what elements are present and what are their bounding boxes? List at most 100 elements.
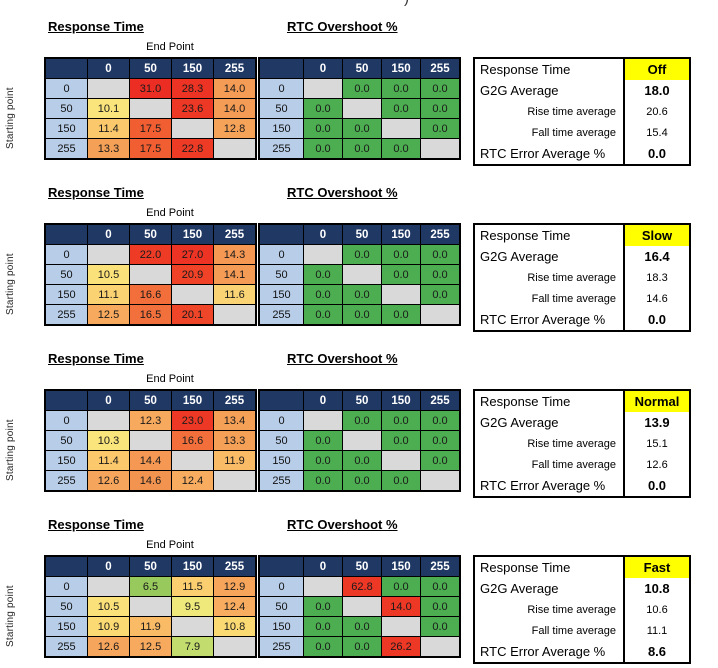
- rt-cell[interactable]: [87, 244, 130, 265]
- rtc-cell[interactable]: [420, 138, 461, 160]
- summary-value[interactable]: 13.9: [623, 412, 690, 433]
- rtc-cell[interactable]: [303, 576, 343, 597]
- rt-cell[interactable]: 14.0: [213, 78, 257, 99]
- rtc-cell[interactable]: 0.0: [420, 450, 461, 471]
- summary-value[interactable]: 0.0: [623, 475, 690, 497]
- rt-cell[interactable]: 20.1: [171, 304, 214, 326]
- rtc-cell[interactable]: [381, 284, 421, 305]
- rtc-cell[interactable]: 0.0: [420, 264, 461, 285]
- rtc-cell[interactable]: 0.0: [303, 98, 343, 119]
- rt-cell[interactable]: 16.6: [171, 430, 214, 451]
- rtc-cell[interactable]: 0.0: [303, 304, 343, 326]
- rt-cell[interactable]: 11.6: [213, 284, 257, 305]
- rt-cell[interactable]: 22.8: [171, 138, 214, 160]
- rtc-cell[interactable]: 0.0: [303, 450, 343, 471]
- rtc-cell[interactable]: 0.0: [303, 430, 343, 451]
- rt-cell[interactable]: 10.1: [87, 98, 130, 119]
- summary-value[interactable]: 20.6: [623, 101, 690, 122]
- rtc-cell[interactable]: 0.0: [342, 616, 382, 637]
- rtc-cell[interactable]: [381, 616, 421, 637]
- summary-value[interactable]: 18.3: [623, 267, 690, 288]
- rtc-cell[interactable]: [342, 98, 382, 119]
- rtc-cell[interactable]: 0.0: [420, 410, 461, 431]
- rt-cell[interactable]: 23.0: [171, 410, 214, 431]
- rt-cell[interactable]: [129, 98, 172, 119]
- rtc-cell[interactable]: 0.0: [342, 244, 382, 265]
- rtc-cell[interactable]: [381, 118, 421, 139]
- rtc-cell[interactable]: 0.0: [420, 576, 461, 597]
- rt-cell[interactable]: 23.6: [171, 98, 214, 119]
- rt-cell[interactable]: 6.5: [129, 576, 172, 597]
- rtc-cell[interactable]: 0.0: [303, 596, 343, 617]
- rtc-cell[interactable]: [303, 244, 343, 265]
- rtc-cell[interactable]: 0.0: [381, 264, 421, 285]
- rtc-cell[interactable]: 0.0: [420, 118, 461, 139]
- rt-cell[interactable]: 12.6: [87, 636, 130, 658]
- rtc-cell[interactable]: [303, 410, 343, 431]
- rt-cell[interactable]: 11.5: [171, 576, 214, 597]
- summary-value[interactable]: 10.8: [623, 578, 690, 599]
- rt-cell[interactable]: 14.1: [213, 264, 257, 285]
- rt-cell[interactable]: 12.6: [87, 470, 130, 492]
- rt-cell[interactable]: 14.3: [213, 244, 257, 265]
- rt-cell[interactable]: 16.5: [129, 304, 172, 326]
- rtc-cell[interactable]: 0.0: [420, 596, 461, 617]
- rtc-cell[interactable]: 0.0: [381, 304, 421, 326]
- mode-badge[interactable]: Normal: [623, 390, 690, 412]
- rtc-cell[interactable]: 0.0: [381, 430, 421, 451]
- rtc-cell[interactable]: 0.0: [342, 118, 382, 139]
- rt-cell[interactable]: 20.9: [171, 264, 214, 285]
- rt-cell[interactable]: 11.9: [213, 450, 257, 471]
- rtc-cell[interactable]: 0.0: [420, 616, 461, 637]
- rtc-cell[interactable]: 0.0: [342, 78, 382, 99]
- rt-cell[interactable]: 12.3: [129, 410, 172, 431]
- rtc-cell[interactable]: 0.0: [342, 470, 382, 492]
- rtc-cell[interactable]: [342, 430, 382, 451]
- rt-cell[interactable]: [129, 596, 172, 617]
- rtc-cell[interactable]: 0.0: [420, 284, 461, 305]
- rt-cell[interactable]: [213, 304, 257, 326]
- rt-cell[interactable]: 17.5: [129, 118, 172, 139]
- rtc-cell[interactable]: 0.0: [342, 410, 382, 431]
- rtc-cell[interactable]: 0.0: [342, 636, 382, 658]
- rtc-cell[interactable]: 0.0: [381, 410, 421, 431]
- rtc-cell[interactable]: [420, 470, 461, 492]
- rtc-cell[interactable]: 0.0: [303, 264, 343, 285]
- rt-cell[interactable]: 22.0: [129, 244, 172, 265]
- rtc-cell[interactable]: 0.0: [303, 636, 343, 658]
- summary-value[interactable]: 8.6: [623, 641, 690, 663]
- rt-cell[interactable]: 11.9: [129, 616, 172, 637]
- rt-cell[interactable]: 14.0: [213, 98, 257, 119]
- rt-cell[interactable]: [129, 430, 172, 451]
- rt-cell[interactable]: 13.3: [87, 138, 130, 160]
- rt-cell[interactable]: 10.9: [87, 616, 130, 637]
- mode-badge[interactable]: Fast: [623, 556, 690, 578]
- rt-cell[interactable]: [129, 264, 172, 285]
- rtc-cell[interactable]: 62.8: [342, 576, 382, 597]
- mode-badge[interactable]: Off: [623, 58, 690, 80]
- rtc-cell[interactable]: [381, 450, 421, 471]
- rtc-cell[interactable]: 0.0: [381, 138, 421, 160]
- rt-cell[interactable]: 14.6: [129, 470, 172, 492]
- rt-cell[interactable]: [213, 138, 257, 160]
- rtc-cell[interactable]: 0.0: [342, 284, 382, 305]
- rt-cell[interactable]: 27.0: [171, 244, 214, 265]
- rtc-cell[interactable]: [342, 596, 382, 617]
- rtc-cell[interactable]: 0.0: [303, 118, 343, 139]
- rt-cell[interactable]: 12.9: [213, 576, 257, 597]
- rt-cell[interactable]: 12.8: [213, 118, 257, 139]
- rtc-cell[interactable]: [420, 636, 461, 658]
- rt-cell[interactable]: [87, 78, 130, 99]
- rtc-cell[interactable]: 0.0: [381, 244, 421, 265]
- rtc-cell[interactable]: 0.0: [420, 98, 461, 119]
- rtc-cell[interactable]: 0.0: [420, 78, 461, 99]
- rtc-cell[interactable]: 0.0: [381, 470, 421, 492]
- rt-cell[interactable]: [213, 636, 257, 658]
- summary-value[interactable]: 18.0: [623, 80, 690, 101]
- rt-cell[interactable]: 16.6: [129, 284, 172, 305]
- rt-cell[interactable]: 11.1: [87, 284, 130, 305]
- rtc-cell[interactable]: 0.0: [342, 304, 382, 326]
- rtc-cell[interactable]: 0.0: [303, 284, 343, 305]
- rtc-cell[interactable]: [342, 264, 382, 285]
- summary-value[interactable]: 14.6: [623, 288, 690, 309]
